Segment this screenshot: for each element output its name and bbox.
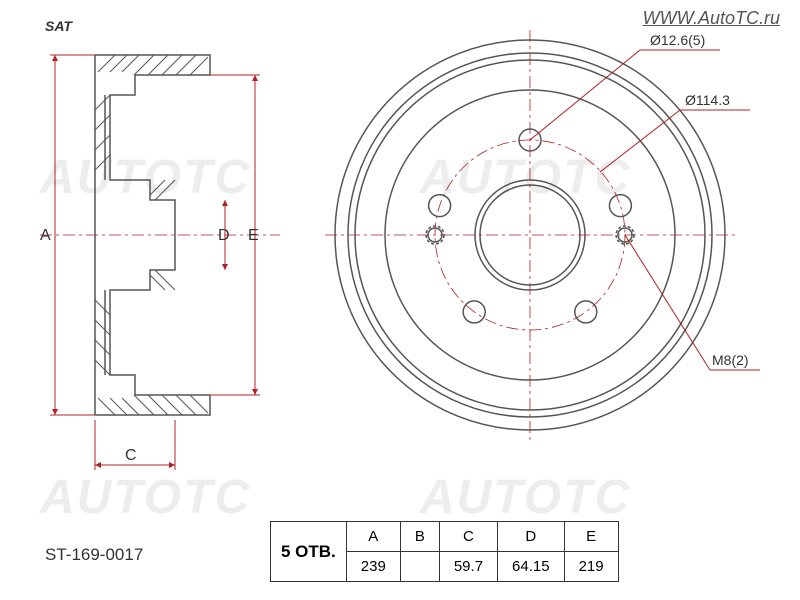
table-header: B (400, 522, 439, 552)
dimension-d: D (218, 200, 230, 270)
table-header: D (498, 522, 565, 552)
part-number: ST-169-0017 (45, 545, 143, 565)
table-value: 239 (346, 552, 400, 582)
side-view (40, 55, 280, 415)
dim-label-d: D (218, 227, 230, 244)
svg-text:Ø114.3: Ø114.3 (685, 92, 730, 108)
table-header: C (439, 522, 497, 552)
dimension-table: 5 ОТВ. A B C D E 239 59.7 64.15 219 (270, 521, 619, 582)
dimension-c: C (95, 420, 175, 470)
holes-count: 5 ОТВ. (271, 522, 347, 582)
table-value: 64.15 (498, 552, 565, 582)
technical-drawing: A D E C (0, 0, 800, 600)
dim-label-c: C (125, 447, 137, 464)
front-view (325, 30, 735, 440)
callout-bolt-diameter: Ø12.6(5) (530, 32, 720, 140)
table-header: E (564, 522, 618, 552)
table-header: A (346, 522, 400, 552)
svg-text:Ø12.6(5): Ø12.6(5) (650, 32, 705, 48)
table-value: 59.7 (439, 552, 497, 582)
table-value: 219 (564, 552, 618, 582)
svg-text:M8(2): M8(2) (712, 352, 749, 368)
callout-thread: M8(2) (625, 235, 760, 370)
dim-label-e: E (248, 227, 259, 244)
table-value (400, 552, 439, 582)
dim-label-a: A (40, 227, 51, 244)
